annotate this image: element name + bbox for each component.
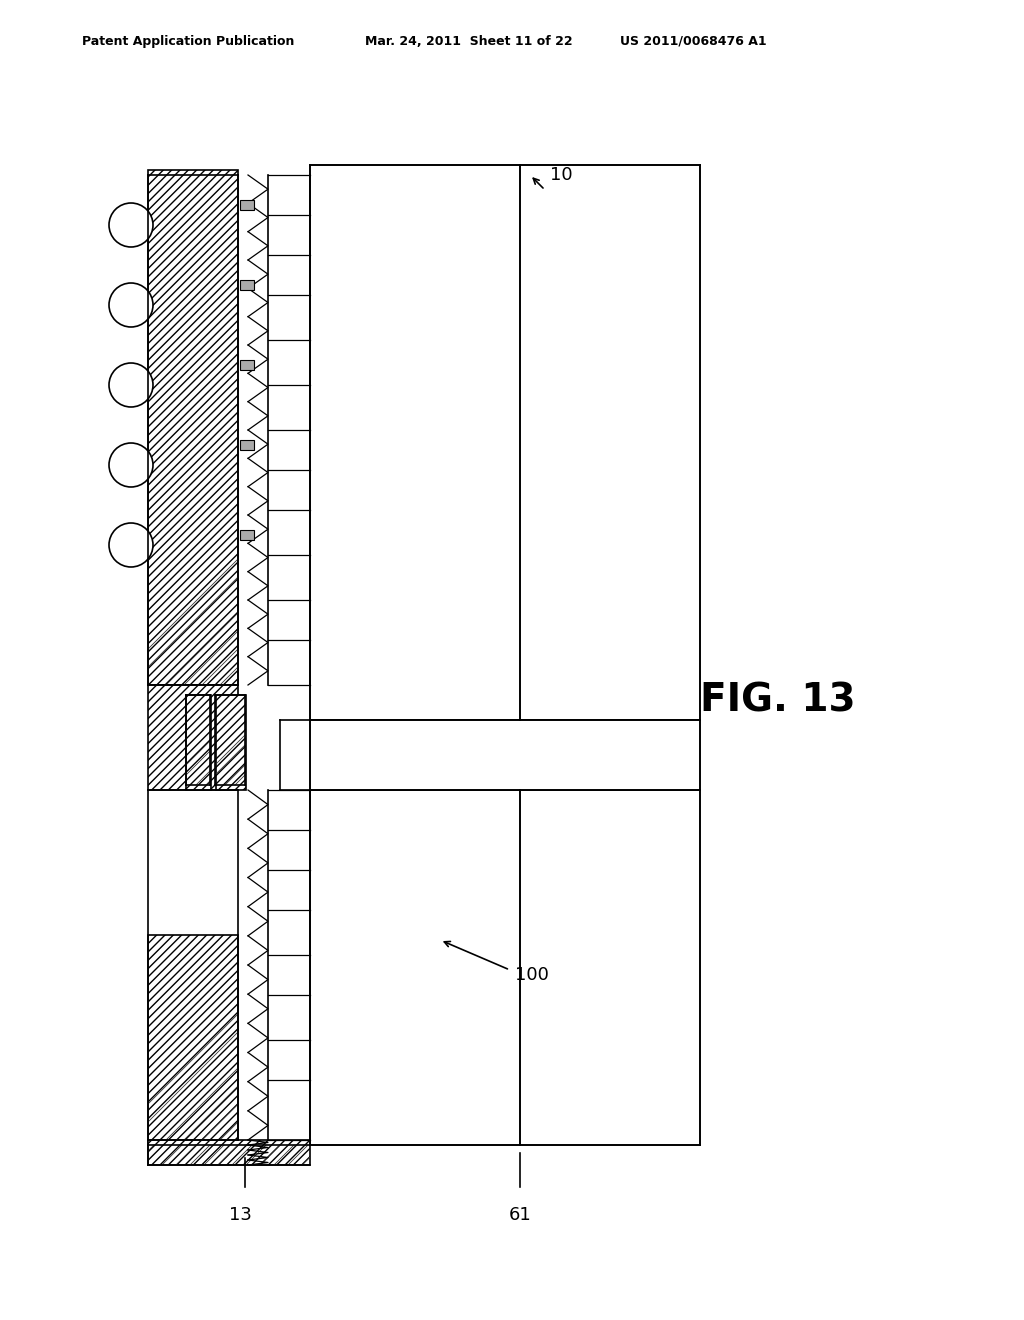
Polygon shape (310, 719, 700, 789)
Bar (240, 280, 254, 290)
Text: 100: 100 (515, 966, 549, 983)
Text: FIG. 13: FIG. 13 (700, 681, 856, 719)
Bar (216, 696, 246, 789)
Bar (240, 531, 254, 540)
Bar (148, 685, 238, 789)
Bar (148, 170, 238, 685)
Circle shape (109, 363, 153, 407)
Bar (186, 696, 211, 789)
Text: Patent Application Publication: Patent Application Publication (82, 36, 294, 48)
Circle shape (109, 444, 153, 487)
Text: 61: 61 (509, 1206, 531, 1224)
Bar (148, 1140, 310, 1166)
Circle shape (109, 523, 153, 568)
Bar (240, 360, 254, 370)
Bar (310, 165, 700, 719)
Text: 13: 13 (228, 1206, 252, 1224)
Text: Mar. 24, 2011  Sheet 11 of 22: Mar. 24, 2011 Sheet 11 of 22 (365, 36, 572, 48)
Circle shape (109, 282, 153, 327)
Bar (148, 935, 238, 1144)
Bar (240, 201, 254, 210)
Bar (240, 440, 254, 450)
Text: US 2011/0068476 A1: US 2011/0068476 A1 (620, 36, 767, 48)
Text: 10: 10 (550, 166, 572, 183)
Circle shape (109, 203, 153, 247)
Bar (310, 789, 700, 1144)
